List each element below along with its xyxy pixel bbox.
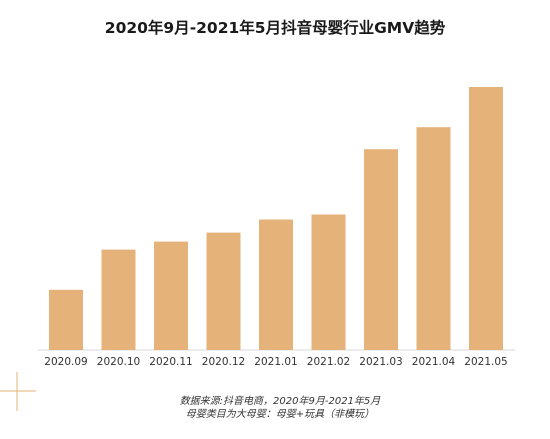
bar-2020.10 [101,249,136,350]
bars-group [49,87,503,350]
bar-2020.11 [154,241,188,350]
bar-2020.09 [49,289,83,350]
source-note: 数据来源:抖音电商，2020年9月-2021年5月 [179,396,381,407]
x-tick-label: 2021.02 [307,356,350,368]
bar-2021.05 [469,87,503,350]
x-tick-label: 2021.04 [412,356,456,368]
x-tick-label: 2021.03 [359,356,402,368]
chart-title: 2020年9月-2021年5月抖音母婴行业GMV趋势 [104,19,446,37]
x-tick-label: 2020.09 [44,356,87,368]
x-tick-label: 2021.05 [464,356,507,368]
x-tick-labels: 2020.09 2020.10 2020.11 2020.12 2021.01 2021.… [44,356,507,368]
bar-2021.01 [259,219,293,350]
bar-2021.03 [364,149,398,350]
x-tick-label: 2020.11 [149,356,192,368]
x-tick-label: 2020.10 [97,356,140,368]
x-tick-label: 2020.12 [202,356,245,368]
bar-2021.04 [416,127,451,350]
bar-2020.12 [206,232,241,350]
bar-2021.02 [311,214,346,350]
category-note: 母婴类目为大母婴：母婴+玩具（非模玩） [185,409,375,420]
x-tick-label: 2021.01 [254,356,297,368]
